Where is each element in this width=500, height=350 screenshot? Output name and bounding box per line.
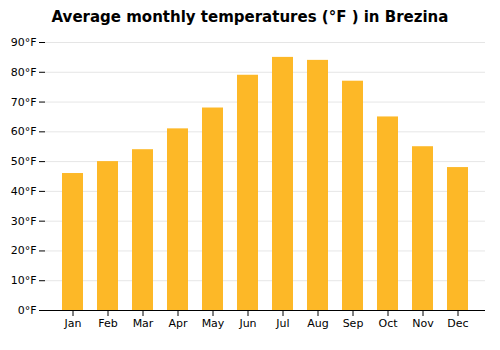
svg-text:20°F: 20°F <box>11 244 37 257</box>
svg-text:80°F: 80°F <box>11 66 37 79</box>
svg-text:Jun: Jun <box>238 317 256 330</box>
svg-text:Oct: Oct <box>378 317 398 330</box>
svg-text:60°F: 60°F <box>11 125 37 138</box>
svg-text:40°F: 40°F <box>11 185 37 198</box>
svg-text:90°F: 90°F <box>11 36 37 49</box>
svg-text:0°F: 0°F <box>18 304 37 317</box>
svg-text:70°F: 70°F <box>11 96 37 109</box>
svg-text:Dec: Dec <box>447 317 468 330</box>
svg-text:10°F: 10°F <box>11 274 37 287</box>
svg-text:Jan: Jan <box>64 317 82 330</box>
svg-text:Apr: Apr <box>168 317 188 330</box>
svg-text:Mar: Mar <box>133 317 154 330</box>
svg-text:30°F: 30°F <box>11 215 37 228</box>
svg-text:50°F: 50°F <box>11 155 37 168</box>
svg-text:Sep: Sep <box>343 317 364 330</box>
html-text:Average monthly temperatures (: Average monthly temperatures (°F ) in Br… <box>51 8 449 26</box>
svg-text:Feb: Feb <box>98 317 117 330</box>
svg-text:Aug: Aug <box>307 317 328 330</box>
svg-text:May: May <box>202 317 225 330</box>
svg-text:Nov: Nov <box>412 317 434 330</box>
svg-text:Jul: Jul <box>275 317 289 330</box>
